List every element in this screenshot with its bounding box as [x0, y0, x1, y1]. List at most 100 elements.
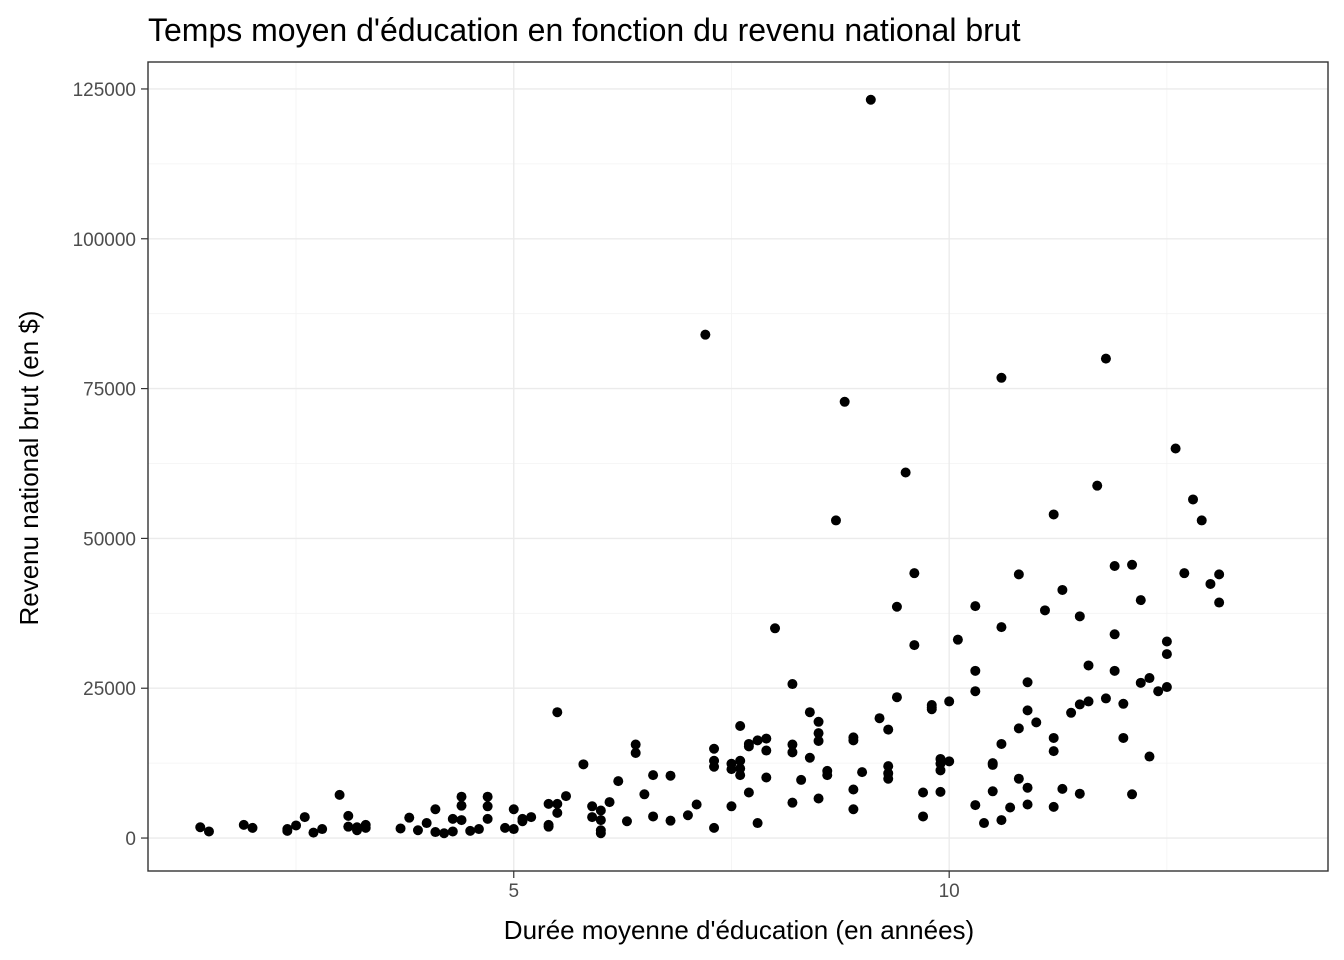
data-point — [343, 821, 354, 832]
data-point — [1161, 636, 1172, 647]
data-point — [482, 791, 493, 802]
data-point — [979, 818, 990, 829]
data-point — [787, 739, 798, 750]
data-point — [709, 743, 720, 754]
data-point — [578, 759, 589, 770]
data-point — [395, 823, 406, 834]
data-point — [909, 568, 920, 579]
data-point — [796, 774, 807, 785]
data-point — [404, 812, 415, 823]
data-point — [970, 686, 981, 697]
data-point — [1048, 801, 1059, 812]
data-point — [1135, 595, 1146, 606]
data-point — [430, 827, 441, 838]
data-point — [761, 772, 772, 783]
data-point — [1161, 649, 1172, 660]
data-point — [770, 623, 781, 634]
data-point — [508, 804, 519, 815]
data-point — [682, 810, 693, 821]
data-point — [595, 805, 606, 816]
data-point — [848, 735, 859, 746]
data-point — [1005, 802, 1016, 813]
data-point — [552, 798, 563, 809]
data-point — [352, 822, 363, 833]
data-point — [447, 813, 458, 824]
data-point — [456, 800, 467, 811]
data-point — [935, 786, 946, 797]
data-point — [630, 747, 641, 758]
data-point — [874, 713, 885, 724]
data-point — [987, 786, 998, 797]
data-point — [595, 815, 606, 826]
data-point — [726, 801, 737, 812]
data-point — [909, 640, 920, 651]
data-point — [1074, 611, 1085, 622]
data-point — [1022, 705, 1033, 716]
data-point — [1118, 732, 1129, 743]
data-point — [439, 828, 450, 839]
data-point — [804, 707, 815, 718]
data-point — [587, 812, 598, 823]
data-point — [1057, 783, 1068, 794]
data-point — [1135, 677, 1146, 688]
data-point — [813, 735, 824, 746]
data-point — [421, 818, 432, 829]
y-tick-label: 25000 — [83, 679, 136, 700]
data-point — [813, 716, 824, 727]
data-point — [456, 791, 467, 802]
data-point — [1083, 696, 1094, 707]
data-point — [883, 724, 894, 735]
data-point — [1074, 699, 1085, 710]
data-point — [996, 738, 1007, 749]
data-point — [1127, 559, 1138, 570]
data-point — [1153, 686, 1164, 697]
chart-title: Temps moyen d'éducation en fonction du r… — [148, 12, 1021, 48]
data-point — [970, 665, 981, 676]
data-point — [639, 789, 650, 800]
data-point — [1179, 568, 1190, 579]
data-point — [360, 822, 371, 833]
data-point — [970, 800, 981, 811]
data-point — [987, 759, 998, 770]
data-point — [1188, 494, 1199, 505]
y-tick-label: 125000 — [73, 80, 136, 101]
data-point — [630, 739, 641, 750]
data-point — [665, 770, 676, 781]
y-tick-label: 0 — [125, 829, 136, 850]
x-tick-label: 10 — [939, 881, 960, 902]
data-point — [1170, 443, 1181, 454]
data-point — [1144, 751, 1155, 762]
data-point — [691, 799, 702, 810]
data-point — [1057, 584, 1068, 595]
data-point — [195, 822, 206, 833]
data-point — [334, 789, 345, 800]
data-point — [1100, 353, 1111, 364]
data-point — [1205, 578, 1216, 589]
data-point — [552, 807, 563, 818]
data-point — [1039, 605, 1050, 616]
data-point — [456, 815, 467, 826]
data-point — [857, 767, 868, 778]
y-tick-label: 50000 — [83, 529, 136, 550]
data-point — [648, 770, 659, 781]
data-point — [587, 801, 598, 812]
data-point — [996, 815, 1007, 826]
data-point — [343, 810, 354, 821]
data-point — [621, 816, 632, 827]
data-point — [918, 787, 929, 798]
data-point — [517, 816, 528, 827]
y-tick-label: 100000 — [73, 230, 136, 251]
data-point — [787, 679, 798, 690]
data-point — [822, 770, 833, 781]
data-point — [317, 824, 328, 835]
data-point — [1074, 788, 1085, 799]
data-point — [813, 793, 824, 804]
data-point — [787, 747, 798, 758]
data-point — [848, 784, 859, 795]
data-point — [1100, 693, 1111, 704]
data-point — [412, 825, 423, 836]
x-tick-label: 5 — [508, 881, 519, 902]
data-point — [743, 787, 754, 798]
data-point — [813, 728, 824, 739]
